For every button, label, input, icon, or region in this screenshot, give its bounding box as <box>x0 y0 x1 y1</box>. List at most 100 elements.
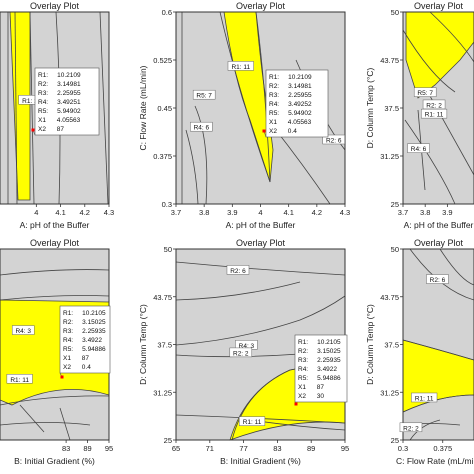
contour-line <box>99 11 109 205</box>
x-tick-label: 4.2 <box>312 208 322 217</box>
x-tick-label: 3.7 <box>398 208 408 217</box>
contour-line <box>29 11 35 205</box>
x-axis-label: A: pH of the Buffer <box>20 220 90 230</box>
contour-label: R1: 11 <box>411 392 438 403</box>
annotation-line: R2: 3.15025 <box>298 348 341 355</box>
contour-label: R4: 6 <box>190 121 213 132</box>
y-axis-label: C: Flow Rate (mL/min) <box>138 65 148 150</box>
x-tick-label: 3.7 <box>171 208 181 217</box>
contour-label: R1: 11 <box>239 416 266 426</box>
overlay-plot-p3: Overlay Plot 3.7 3.8 3.9 25 31.25 37.5 43.75 50 A… <box>365 1 474 230</box>
contour-line <box>429 11 474 63</box>
contour-label-text: R4: 6 <box>411 146 427 153</box>
contour-line <box>0 269 110 276</box>
prediction-annotation: R1: 10.2109 R2: 3.14981 R3: 2.25955 R4: 3.4… <box>31 67 100 136</box>
plot-title: Overlay Plot <box>236 1 286 11</box>
design-point-marker <box>262 129 266 133</box>
annotation-line: R4: 3.4922 <box>298 366 337 373</box>
contour-label-text: R4: 3 <box>239 343 255 350</box>
prediction-annotation: R1: 10.2105 R2: 3.15025 R3: 2.25935 R4: 3.4… <box>59 305 111 379</box>
contour-label-box <box>190 121 213 132</box>
contour-label-text: R2: 2 <box>233 350 249 357</box>
contour-label-box <box>399 422 423 433</box>
x-tick-label: 4.3 <box>104 208 114 217</box>
annotation-box <box>294 334 348 403</box>
contour-label-box <box>407 143 430 153</box>
prediction-annotation: R1: 10.2109 R2: 3.14981 R3: 2.25955 R4: 3.4… <box>262 69 329 138</box>
contour-label-box <box>11 325 35 335</box>
contour-label-text: R2: 6 <box>230 268 246 275</box>
contour-line <box>0 295 110 301</box>
overlay-plot-p6: Overlay Plot0.30.3750.452531.2537.543.75… <box>365 238 474 466</box>
x-tick-label: 4.2 <box>80 208 90 217</box>
annotation-line: R2: 3.15025 <box>63 319 106 326</box>
annotation-line: R4: 3.4922 <box>63 337 102 344</box>
x-tick-label: 83 <box>273 444 281 453</box>
contour-label-box <box>192 89 216 100</box>
contour-label-text: R1: 11 <box>231 64 250 71</box>
contour-line <box>402 394 474 413</box>
contour-label: R2: 2 <box>422 99 446 109</box>
y-axis-label: D: Column Temp (°C) <box>365 304 375 385</box>
y-tick-label: 50 <box>391 8 399 17</box>
x-tick-label: 95 <box>105 444 113 453</box>
x-tick-label: 0.375 <box>433 444 452 453</box>
contour-label: R1: 11 <box>6 374 33 384</box>
annotation-line: R1: 10.2109 <box>269 74 312 81</box>
contour-line <box>19 404 45 433</box>
x-axis-label: A: pH of the Buffer <box>404 220 474 230</box>
y-tick-label: 50 <box>391 245 399 254</box>
contour-label: R4: 6 <box>407 143 430 153</box>
annotation-line: R5: 5.94902 <box>38 108 81 115</box>
contour-label: R1: 11 <box>227 61 254 71</box>
contour-label-box <box>226 265 250 275</box>
x-tick-label: 4.3 <box>340 208 350 217</box>
contour-label-text: R2: 2 <box>403 425 419 432</box>
x-tick-label: 83 <box>62 444 70 453</box>
annotation-line: R4: 3.49251 <box>38 99 81 106</box>
annotation-line: X2 0.4 <box>63 364 91 371</box>
contour-line <box>175 261 346 276</box>
x-tick-label: 4.1 <box>283 208 293 217</box>
contour-label: R5: 7 <box>413 87 437 97</box>
x-tick-label: 3.8 <box>199 208 209 217</box>
annotation-line: X1 87 <box>298 384 324 391</box>
x-axis-label: B: Initial Gradient (%) <box>220 456 301 466</box>
annotation-line: R3: 2.25955 <box>38 90 81 97</box>
x-tick-label: 4.1 <box>55 208 65 217</box>
plot-title: Overlay Plot <box>236 238 286 248</box>
contour-line <box>402 29 456 93</box>
contour-label-box <box>229 347 253 358</box>
contour-label-text: R1: 11 <box>415 395 434 402</box>
plot-title: Overlay Plot <box>30 238 80 248</box>
contour-label-text: R1: 11 <box>10 377 29 384</box>
contour-line <box>175 295 346 346</box>
annotation-line: R3: 2.25935 <box>63 328 106 335</box>
contour-label-text: R1: 11 <box>22 98 41 105</box>
plot-frame <box>0 11 110 205</box>
y-tick-label: 0.525 <box>153 56 172 65</box>
annotation-box <box>34 67 100 136</box>
annotation-line: X1 4.05563 <box>269 119 312 126</box>
annotation-line: R2: 3.14981 <box>38 81 81 88</box>
design-point-marker <box>60 375 64 379</box>
contour-line <box>219 11 271 183</box>
contour-label-text: R4: 3 <box>15 328 31 335</box>
contour-label: R2: 2 <box>399 422 423 433</box>
contour-label-box <box>411 392 438 403</box>
x-tick-label: 77 <box>239 444 247 453</box>
contour-label: R5: 7 <box>192 89 216 100</box>
y-tick-label: 0.3 <box>162 200 172 209</box>
contour-label-text: R2: 6 <box>326 138 342 145</box>
x-tick-label: 3.9 <box>227 208 237 217</box>
contour-label-text: R1: 11 <box>425 112 444 119</box>
contour-line <box>231 359 346 441</box>
annotation-line: R5: 5.94902 <box>269 110 312 117</box>
y-axis-label: D: Column Temp (°C) <box>138 304 148 385</box>
y-tick-label: 31.25 <box>380 388 399 397</box>
contour-label-text: R1: 11 <box>243 419 262 426</box>
annotation-box <box>59 305 111 374</box>
y-tick-label: 25 <box>391 436 399 445</box>
contour-line <box>175 281 301 301</box>
